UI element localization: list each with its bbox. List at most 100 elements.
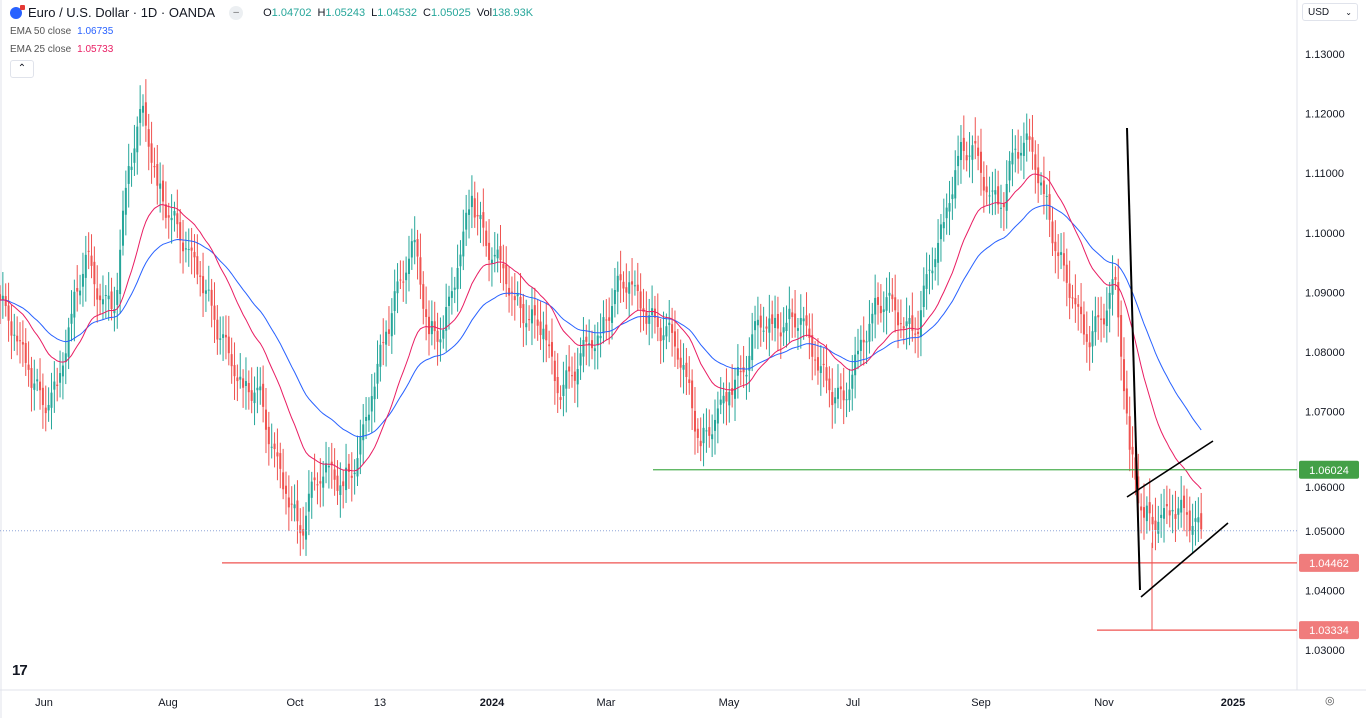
symbol-title[interactable]: Euro / U.S. Dollar · 1D · OANDA	[28, 5, 216, 20]
candle-body	[490, 259, 493, 264]
candle-body	[785, 322, 788, 332]
candle-body	[791, 312, 794, 318]
candle-body	[488, 242, 491, 260]
candle-body	[382, 342, 385, 344]
candle-body	[376, 363, 379, 384]
candle-body	[167, 215, 170, 218]
time-tick-label: 2025	[1221, 697, 1245, 709]
candle-body	[1028, 136, 1031, 140]
candle-body	[342, 481, 345, 487]
candle-body	[222, 334, 225, 338]
price-tick-label: 1.06000	[1305, 482, 1345, 494]
candle-body	[16, 335, 19, 342]
candle-body	[1151, 516, 1154, 525]
candle-body	[44, 407, 47, 414]
candle-body	[656, 317, 659, 327]
candle-body	[96, 288, 99, 300]
candle-body	[179, 222, 182, 241]
ema25-legend[interactable]: EMA 25 close 1.05733	[10, 44, 113, 55]
candle-body	[1074, 298, 1077, 305]
candle-body	[1177, 508, 1180, 515]
candle-body	[628, 282, 631, 294]
candle-body	[282, 472, 285, 490]
ema50-line	[0, 204, 1202, 438]
candle-body	[1011, 152, 1014, 165]
tradingview-logo[interactable]: 17	[12, 662, 28, 679]
price-tick-label: 1.12000	[1305, 109, 1345, 121]
candle-body	[691, 380, 694, 409]
collapse-legend-button[interactable]: ⌃	[10, 60, 34, 78]
candle-body	[1068, 283, 1071, 298]
candle-body	[539, 321, 542, 336]
candle-body	[19, 340, 22, 342]
price-level-badge	[1299, 553, 1359, 572]
currency-select[interactable]: USD ⌄	[1302, 3, 1358, 21]
candle-body	[545, 324, 548, 341]
open-value: 1.04702	[271, 6, 312, 19]
candle-body	[316, 484, 319, 486]
candle-body	[1085, 334, 1088, 342]
candle-body	[227, 336, 230, 354]
candle-body	[442, 329, 445, 339]
candle-body	[1088, 342, 1091, 348]
candle-body	[799, 318, 802, 325]
price-tick-label: 1.04000	[1305, 585, 1345, 597]
candle-body	[482, 212, 485, 228]
candle-body	[61, 365, 64, 377]
candle-body	[379, 344, 382, 367]
candle-body	[36, 379, 39, 382]
candle-body	[768, 318, 771, 333]
candle-body	[550, 342, 553, 357]
candle-body	[619, 274, 622, 281]
candle-body	[622, 281, 625, 289]
candle-body	[433, 321, 436, 332]
candle-body	[1163, 508, 1166, 519]
candle-body	[1094, 316, 1097, 333]
candle-body	[851, 374, 854, 389]
candle-body	[21, 342, 24, 345]
minus-icon[interactable]: –	[229, 5, 244, 20]
candle-body	[756, 319, 759, 326]
candle-body	[190, 247, 193, 251]
candle-body	[859, 339, 862, 352]
ema50-label: EMA 50 close	[10, 26, 72, 37]
candle-body	[362, 424, 365, 441]
candle-body	[390, 313, 393, 337]
candle-body	[150, 143, 153, 163]
candle-body	[968, 155, 971, 157]
candle-body	[1200, 513, 1203, 530]
candle-body	[204, 290, 207, 294]
candle-body	[888, 292, 891, 296]
price-tick-label: 1.11000	[1305, 168, 1344, 180]
candle-body	[224, 334, 227, 338]
candle-body	[164, 204, 167, 218]
time-tick-label: Nov	[1094, 697, 1114, 709]
candle-body	[591, 340, 594, 349]
candle-body	[902, 326, 905, 329]
candle-body	[322, 476, 325, 488]
candle-body	[1122, 359, 1125, 392]
candle-body	[633, 285, 636, 287]
candle-body	[556, 376, 559, 394]
candle-body	[1125, 388, 1128, 414]
candle-body	[1105, 310, 1108, 326]
candle-body	[416, 239, 419, 257]
settings-icon[interactable]: ◎	[1325, 695, 1335, 707]
candle-body	[571, 375, 573, 377]
candle-body	[857, 350, 859, 355]
candle-body	[525, 323, 528, 328]
candle-body	[751, 334, 754, 361]
candle-body	[73, 291, 76, 318]
candle-body	[359, 436, 362, 455]
price-tick-label: 1.07000	[1305, 407, 1345, 419]
candle-body	[579, 353, 582, 366]
ema50-legend[interactable]: EMA 50 close 1.06735	[10, 26, 113, 37]
candle-body	[182, 242, 185, 252]
candle-body	[776, 313, 779, 329]
candle-body	[356, 458, 359, 477]
candle-body	[871, 313, 874, 324]
candle-body	[1183, 495, 1186, 509]
candle-body	[977, 147, 980, 156]
candle-body	[39, 381, 42, 391]
